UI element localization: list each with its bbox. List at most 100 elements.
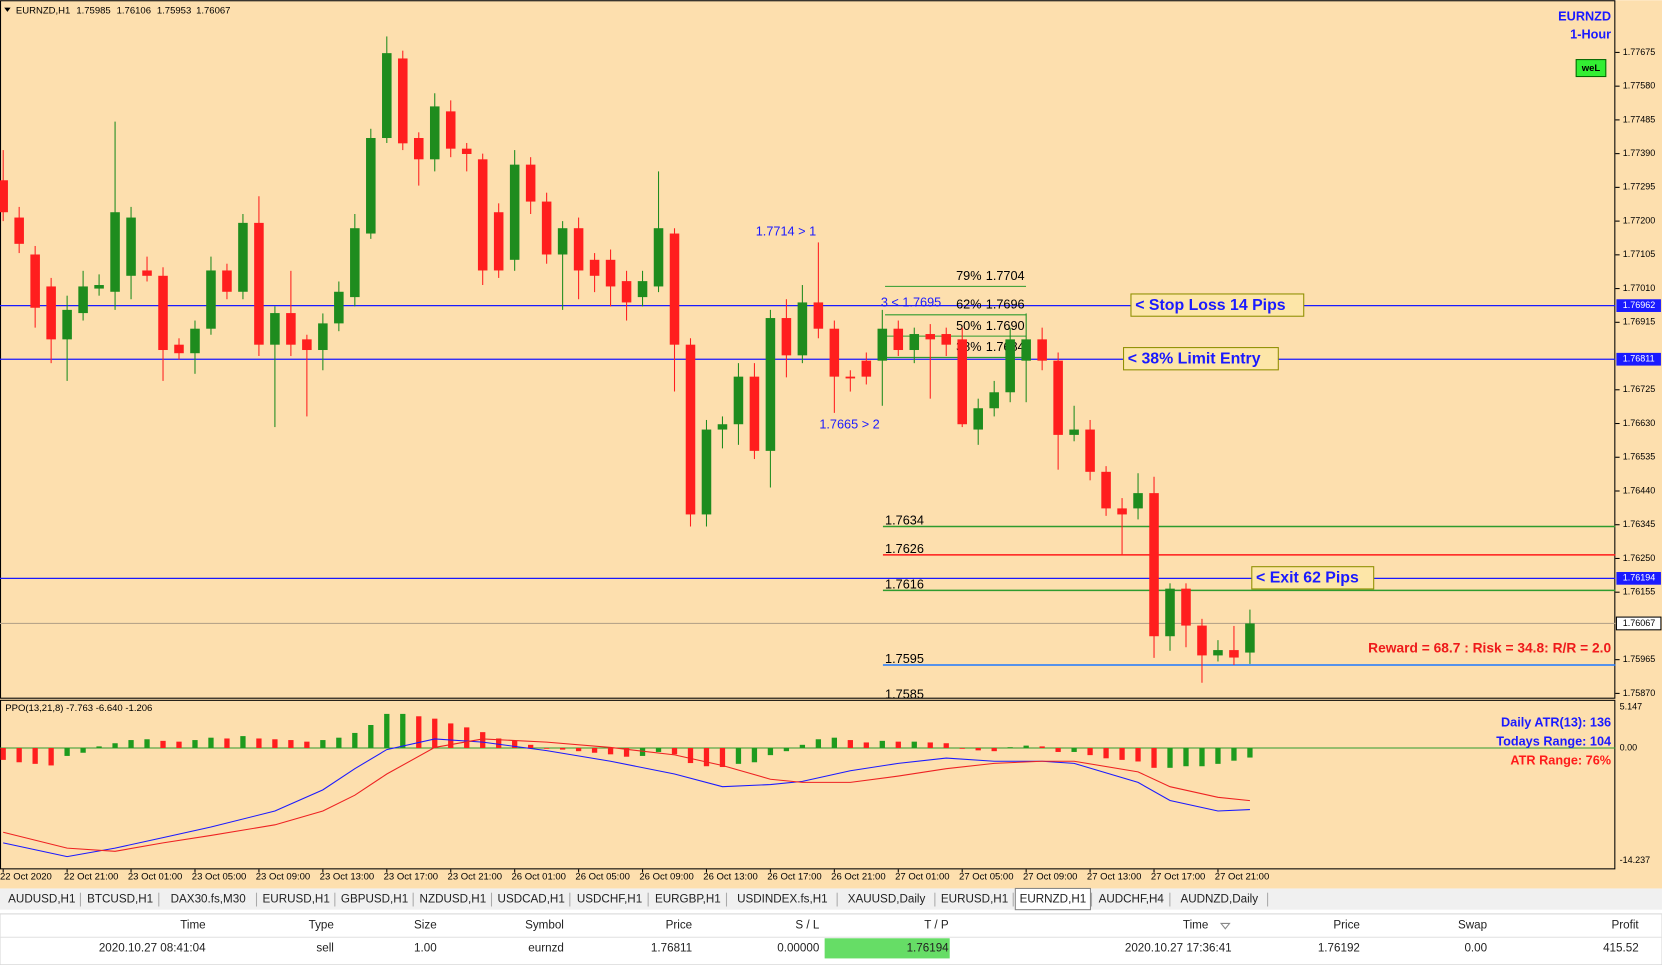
- histogram-bar: [256, 738, 262, 748]
- table-header[interactable]: Price: [666, 919, 693, 932]
- table-header[interactable]: S / L: [795, 919, 819, 932]
- annotation: 1.7714 > 1: [756, 224, 816, 239]
- symbol-tab[interactable]: [4, 890, 80, 909]
- histogram-bar: [448, 723, 454, 748]
- candle-body: [1101, 471, 1111, 509]
- symbol-tab-label[interactable]: XAUUSD,Daily: [848, 893, 926, 906]
- symbol-tab[interactable]: [258, 890, 334, 909]
- symbol-tab-label[interactable]: USDCHF,H1: [577, 893, 642, 906]
- histogram-bar: [783, 747, 790, 752]
- table-header[interactable]: Size: [414, 919, 437, 932]
- candle-body: [941, 334, 952, 345]
- table-header[interactable]: Profit: [1612, 919, 1640, 932]
- table-header[interactable]: Price: [1333, 919, 1360, 932]
- symbol-tab[interactable]: [82, 890, 158, 909]
- y-tick-label: 1.76915: [1623, 317, 1656, 327]
- symbol-tab[interactable]: [160, 890, 256, 909]
- fib-value: 1.7704: [986, 268, 1025, 283]
- wel-button-label[interactable]: weL: [1581, 63, 1601, 74]
- candle-body: [1005, 339, 1015, 393]
- x-tick-label: 23 Oct 17:00: [384, 871, 439, 882]
- candle-body: [334, 291, 344, 324]
- histogram-bar: [655, 747, 662, 752]
- symbol-tab-label[interactable]: NZDUSD,H1: [420, 893, 487, 906]
- chart-background: [0, 0, 1662, 889]
- symbol-tab-label[interactable]: EURUSD,H1: [941, 893, 1008, 906]
- candle-body: [158, 275, 168, 351]
- symbol-tab[interactable]: [839, 890, 934, 909]
- symbol-tab-label[interactable]: EURUSD,H1: [263, 893, 330, 906]
- candle-body: [893, 328, 904, 351]
- table-header[interactable]: Swap: [1458, 919, 1487, 932]
- x-tick-label: 23 Oct 21:00: [448, 871, 503, 882]
- table-cell: eurnzd: [528, 941, 564, 954]
- y-tick-label: -14.237: [1620, 855, 1651, 865]
- candle-body: [461, 148, 472, 154]
- symbol-tab[interactable]: [1014, 887, 1092, 911]
- candle-body: [94, 285, 104, 289]
- table-header[interactable]: Symbol: [525, 919, 564, 932]
- x-tick-label: 26 Oct 17:00: [767, 871, 821, 882]
- candle-body: [238, 222, 248, 292]
- histogram-bar: [144, 739, 150, 748]
- histogram-bar: [272, 739, 278, 748]
- symbol-tab-label[interactable]: USDINDEX.fs,H1: [737, 893, 828, 906]
- histogram-bar: [799, 744, 806, 748]
- candle-body: [605, 259, 616, 287]
- histogram-bar: [464, 727, 470, 748]
- ohlc-open: 1.75985: [76, 5, 110, 16]
- table-header[interactable]: Time: [1183, 919, 1208, 932]
- x-tick-label: 27 Oct 01:00: [895, 871, 950, 882]
- symbol-tab-label[interactable]: AUDNZD,Daily: [1180, 893, 1258, 906]
- symbol-tab[interactable]: [336, 890, 413, 909]
- candle-body: [1021, 339, 1031, 361]
- symbol-tab-label[interactable]: AUDUSD,H1: [8, 893, 75, 906]
- symbol-tab[interactable]: [493, 890, 569, 909]
- wel-button[interactable]: [1575, 59, 1607, 78]
- candle-body: [286, 313, 296, 345]
- candle-body: [1069, 429, 1079, 435]
- histogram-bar: [879, 740, 885, 748]
- table-header[interactable]: T / P: [924, 919, 949, 932]
- candle-body: [190, 328, 200, 354]
- histogram-bar: [1071, 747, 1077, 752]
- y-tick-label: 1.76535: [1623, 452, 1656, 462]
- candle-body: [1197, 625, 1207, 656]
- table-header[interactable]: Type: [309, 919, 334, 932]
- table-header[interactable]: Time: [180, 919, 205, 932]
- candle-body: [669, 233, 680, 345]
- symbol-tab-label[interactable]: DAX30.fs,M30: [171, 893, 247, 906]
- histogram-bar: [16, 747, 22, 763]
- symbol-tab[interactable]: [571, 890, 648, 909]
- symbol-tab-label[interactable]: AUDCHF,H4: [1099, 893, 1165, 906]
- candle-body: [14, 217, 24, 244]
- symbol-tab[interactable]: [1171, 890, 1267, 909]
- y-tick-label: 1.77010: [1623, 283, 1656, 293]
- symbol-tab-label[interactable]: GBPUSD,H1: [341, 893, 408, 906]
- ohlc-close: 1.76067: [196, 5, 230, 16]
- y-tick-label: 5.147: [1620, 702, 1643, 712]
- table-cell: 1.76811: [651, 941, 692, 954]
- symbol-tab-label[interactable]: EURNZD,H1: [1020, 893, 1087, 906]
- symbol-tab-label[interactable]: USDCAD,H1: [498, 893, 565, 906]
- symbol-tab[interactable]: [1093, 890, 1169, 909]
- symbol-tab[interactable]: [936, 890, 1013, 909]
- candle-body: [1165, 588, 1175, 637]
- menu-arrow[interactable]: [4, 7, 11, 12]
- histogram-bar: [1231, 747, 1237, 761]
- y-tick-label: 1.77200: [1623, 215, 1656, 225]
- y-tick-label: 1.76725: [1623, 384, 1656, 394]
- symbol-tab[interactable]: [728, 890, 837, 909]
- histogram-bar: [1135, 747, 1141, 762]
- histogram-bar: [64, 747, 70, 756]
- histogram-bar: [1199, 747, 1205, 767]
- candle-body: [717, 424, 728, 430]
- candle-body: [1117, 508, 1127, 515]
- candle-body: [398, 58, 408, 144]
- symbol-tab[interactable]: [415, 890, 491, 909]
- x-tick-label: 27 Oct 09:00: [1023, 871, 1078, 882]
- symbol-tab[interactable]: [650, 890, 726, 909]
- candle-body: [1133, 493, 1143, 509]
- symbol-tab-label[interactable]: EURGBP,H1: [655, 893, 721, 906]
- symbol-tab-label[interactable]: BTCUSD,H1: [87, 893, 153, 906]
